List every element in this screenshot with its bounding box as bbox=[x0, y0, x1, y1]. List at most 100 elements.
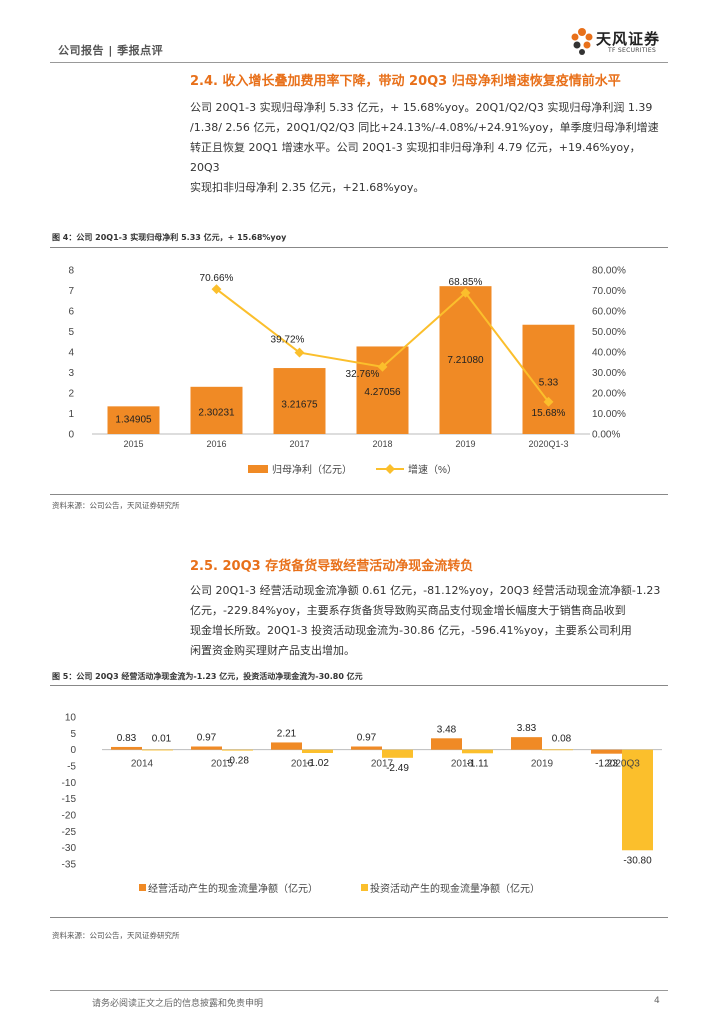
x-tick-label: 2015 bbox=[211, 759, 234, 770]
x-tick-label: 2016 bbox=[206, 439, 226, 449]
y-tick-label: 7 bbox=[68, 286, 74, 297]
x-tick-label: 2016 bbox=[291, 759, 314, 770]
y2-tick-label: 20.00% bbox=[592, 389, 626, 400]
legend-swatch-bar bbox=[248, 465, 268, 473]
investing-value-label: -2.49 bbox=[386, 763, 409, 774]
bar-net-profit bbox=[356, 346, 409, 434]
bar-investing-cash-flow bbox=[382, 749, 413, 758]
operating-value-label: 3.83 bbox=[517, 723, 537, 734]
y-tick-label: 6 bbox=[68, 307, 74, 318]
paragraph-line: 闲置资金购买理财产品支出增加。 bbox=[190, 644, 355, 657]
header-divider bbox=[50, 62, 668, 63]
section-2-5-body: 公司 20Q1-3 经营活动现金流净额 0.61 亿元，-81.12%yoy，2… bbox=[190, 581, 668, 661]
x-tick-label: 2019 bbox=[531, 759, 554, 770]
y-tick-label: -20 bbox=[62, 811, 77, 822]
paragraph-line: 公司 20Q1-3 实现归母净利 5.33 亿元，+ 15.68%yoy。20Q… bbox=[190, 101, 653, 114]
bar-value-label: 4.27056 bbox=[364, 387, 401, 398]
y2-tick-label: 30.00% bbox=[592, 368, 626, 379]
bar-value-label: 5.33 bbox=[539, 378, 559, 389]
investing-value-label: -0.28 bbox=[226, 756, 249, 767]
section-2-4-body: 公司 20Q1-3 实现归母净利 5.33 亿元，+ 15.68%yoy。20Q… bbox=[190, 98, 668, 198]
y-tick-label: 10 bbox=[65, 713, 77, 724]
bar-investing-cash-flow bbox=[222, 749, 253, 751]
bar-operating-cash-flow bbox=[351, 746, 382, 750]
paragraph-line: 现金增长所致。20Q1-3 投资活动现金流为-30.86 亿元，-596.41%… bbox=[190, 624, 632, 637]
investing-value-label: -1.02 bbox=[306, 758, 329, 769]
bar-operating-cash-flow bbox=[271, 742, 302, 750]
growth-marker bbox=[543, 396, 554, 407]
bar-investing-cash-flow bbox=[542, 749, 573, 751]
flower-logo-icon bbox=[571, 28, 593, 55]
bar-net-profit bbox=[190, 386, 243, 434]
brand-logo: 天风证券 TF SECURITIES bbox=[568, 26, 678, 62]
legend-swatch-investing bbox=[361, 884, 368, 891]
section-title-2-4: 2.4. 收入增长叠加费用率下降，带动 20Q3 归母净利增速恢复疫情前水平 bbox=[190, 74, 621, 89]
paragraph-line: 实现扣非归母净利 2.35 亿元，+21.68%yoy。 bbox=[190, 181, 425, 194]
operating-value-label: 0.83 bbox=[117, 733, 137, 744]
bar-operating-cash-flow bbox=[111, 746, 142, 750]
legend-label: 经营活动产生的现金流量净额（亿元） bbox=[148, 882, 318, 895]
y2-tick-label: 0.00% bbox=[592, 430, 620, 441]
y-tick-label: -10 bbox=[62, 778, 77, 789]
logo-name-cn: 天风证券 bbox=[596, 30, 661, 48]
y-tick-label: 1 bbox=[68, 409, 74, 420]
y2-tick-label: 70.00% bbox=[592, 286, 626, 297]
bar-operating-cash-flow bbox=[431, 738, 462, 750]
figure-5-bottom-rule bbox=[50, 917, 668, 918]
x-tick-label: 2020Q1-3 bbox=[528, 439, 568, 449]
growth-value-label: 70.66% bbox=[200, 273, 234, 284]
section-title-2-5: 2.5. 20Q3 存货备货导致经营活动净现金流转负 bbox=[190, 559, 474, 574]
y-tick-label: 8 bbox=[68, 266, 74, 277]
legend-label: 增速（%） bbox=[408, 463, 457, 476]
legend-label: 投资活动产生的现金流量净额（亿元） bbox=[370, 882, 540, 895]
net-profit-chart: 0123456780.00%10.00%20.00%30.00%40.00%50… bbox=[68, 266, 626, 477]
bar-net-profit bbox=[107, 406, 160, 434]
bar-investing-cash-flow bbox=[142, 749, 173, 751]
y-tick-label: 5 bbox=[70, 729, 76, 740]
figure-4-title: 图 4：公司 20Q1-3 实现归母净利 5.33 亿元，+ 15.68%yoy bbox=[52, 233, 287, 242]
y2-tick-label: 40.00% bbox=[592, 348, 626, 359]
bar-operating-cash-flow bbox=[191, 746, 222, 750]
paragraph-line: /1.38/ 2.56 亿元，20Q1/Q2/Q3 同比+24.13%/-4.0… bbox=[190, 121, 659, 134]
operating-value-label: -1.23 bbox=[595, 759, 618, 770]
y-tick-label: 3 bbox=[68, 368, 74, 379]
y-tick-label: -5 bbox=[67, 762, 76, 773]
legend-label: 归母净利（亿元） bbox=[272, 463, 352, 476]
y2-tick-label: 10.00% bbox=[592, 409, 626, 420]
x-tick-label: 2019 bbox=[455, 439, 475, 449]
operating-value-label: 0.97 bbox=[357, 732, 377, 743]
figure-5-source: 资料来源：公司公告，天风证券研究所 bbox=[52, 931, 180, 940]
bar-net-profit bbox=[273, 368, 326, 434]
y-tick-label: -35 bbox=[62, 860, 77, 871]
legend-swatch-operating bbox=[139, 884, 146, 891]
page-number: 4 bbox=[654, 996, 660, 1006]
figure-5-top-rule bbox=[50, 685, 668, 686]
paragraph-line: 公司 20Q1-3 经营活动现金流净额 0.61 亿元，-81.12%yoy，2… bbox=[190, 584, 661, 597]
figure-5-title: 图 5：公司 20Q3 经营活动净现金流为-1.23 亿元，投资活动净现金流为-… bbox=[52, 672, 363, 681]
investing-value-label: 0.08 bbox=[552, 734, 572, 745]
investing-value-label: -1.11 bbox=[466, 758, 488, 769]
bar-value-label: 1.34905 bbox=[115, 415, 152, 426]
y-tick-label: 4 bbox=[68, 348, 74, 359]
y-tick-label: -30 bbox=[62, 843, 77, 854]
investing-value-label: -30.80 bbox=[623, 855, 652, 866]
paragraph-line: 转正且恢复 20Q1 增速水平。公司 20Q1-3 实现扣非归母净利 4.79 … bbox=[190, 141, 641, 174]
bar-operating-cash-flow bbox=[591, 749, 622, 754]
x-tick-label: 2020Q3 bbox=[604, 759, 640, 770]
x-tick-label: 2017 bbox=[289, 439, 309, 449]
x-tick-label: 2018 bbox=[372, 439, 392, 449]
operating-value-label: 3.48 bbox=[437, 724, 457, 735]
footer-divider bbox=[50, 990, 668, 991]
bar-net-profit bbox=[439, 286, 492, 434]
report-category: 公司报告 | 季报点评 bbox=[58, 44, 164, 57]
x-tick-label: 2017 bbox=[371, 759, 394, 770]
figure-4-source: 资料来源：公司公告，天风证券研究所 bbox=[52, 501, 180, 510]
bar-investing-cash-flow bbox=[302, 749, 333, 753]
growth-value-label: 68.85% bbox=[449, 277, 483, 288]
y-tick-label: 2 bbox=[68, 389, 74, 400]
logo-name-en: TF SECURITIES bbox=[608, 47, 657, 54]
operating-value-label: 2.21 bbox=[277, 728, 297, 739]
y2-tick-label: 60.00% bbox=[592, 307, 626, 318]
paragraph-line: 亿元，-229.84%yoy，主要系存货备货导致购买商品支付现金增长幅度大于销售… bbox=[190, 604, 626, 617]
y2-tick-label: 50.00% bbox=[592, 327, 626, 338]
